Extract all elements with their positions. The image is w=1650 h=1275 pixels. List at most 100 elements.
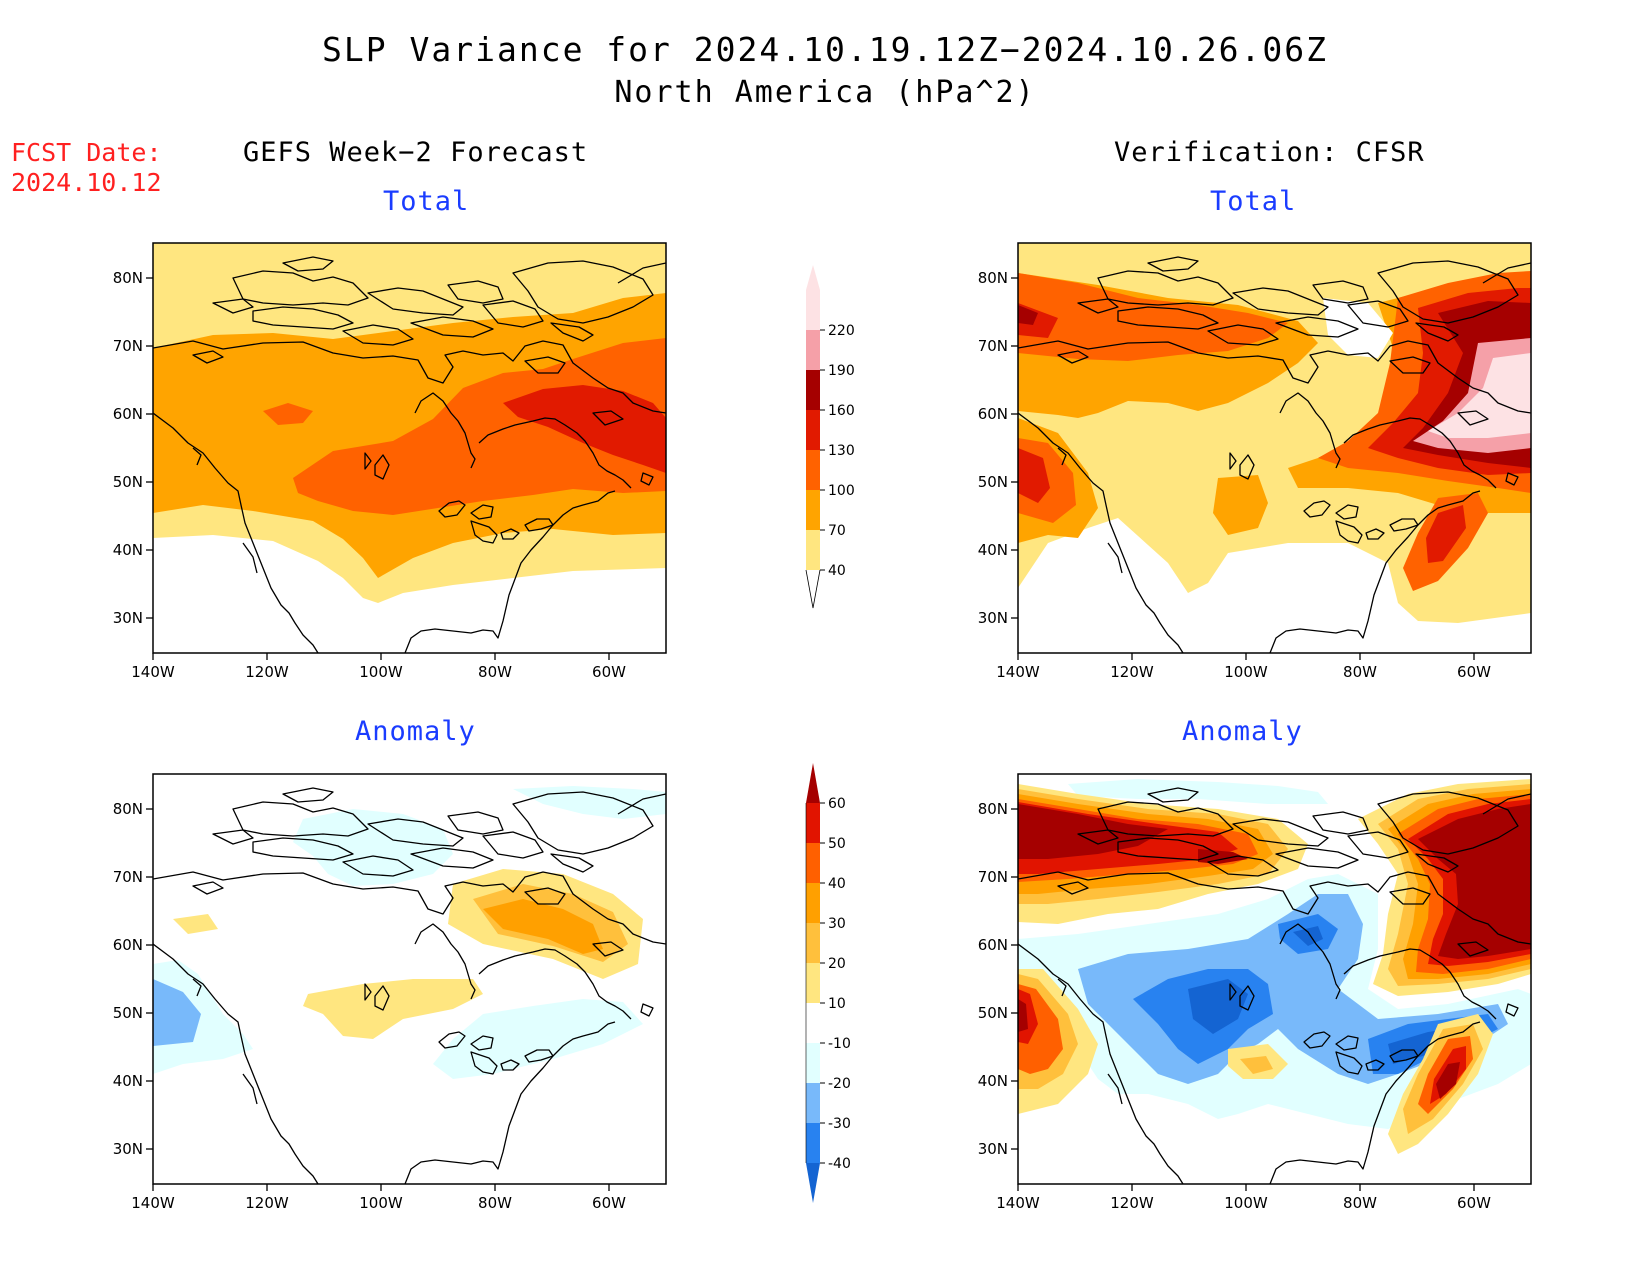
lat-tick-label: 70N <box>978 337 1008 355</box>
lon-tick-label: 60W <box>592 1194 626 1212</box>
colorbar-label: 190 <box>828 363 855 379</box>
total-100-contour-west <box>263 403 313 425</box>
verification-total-map <box>1018 243 1531 653</box>
fc-anom-pos10-central <box>303 979 483 1039</box>
verification-anomaly-map <box>1018 774 1531 1184</box>
lat-tick-label: 40N <box>113 1072 143 1090</box>
forecast-anomaly-frame <box>152 773 667 1185</box>
lat-tick-label: 30N <box>978 609 1008 627</box>
forecast-total-frame <box>152 242 667 654</box>
verif-anom-pos60-east <box>1418 804 1531 959</box>
verif-total-70-contour-south <box>1213 475 1268 535</box>
colorbar-label: -40 <box>828 1156 851 1172</box>
verif-total-220-contour <box>1428 353 1531 438</box>
colorbar-total: 40 70 100 130 160 190 220 <box>805 265 855 609</box>
fcst-date-value: 2024.10.12 <box>11 168 162 197</box>
lon-tick-label: 120W <box>245 663 289 681</box>
lon-tick-label: 60W <box>592 663 626 681</box>
colorbar-label: 100 <box>828 483 855 499</box>
verification-anomaly-frame <box>1017 773 1532 1185</box>
lat-tick-label: 40N <box>113 541 143 559</box>
colorbar-upper-extension <box>806 763 820 803</box>
lat-tick-label: 50N <box>113 1004 143 1022</box>
colorbar-swatch <box>806 803 820 843</box>
forecast-date-label: FCST Date: 2024.10.12 <box>11 138 162 198</box>
lon-tick-label: 80W <box>478 1194 512 1212</box>
subtitle-region-units: North America (hPa^2) <box>614 75 1036 110</box>
verif-anom-pos60-north-2 <box>1198 849 1248 864</box>
colorbar-label: 50 <box>828 836 846 852</box>
colorbar-swatch <box>806 923 820 963</box>
forecast-anomaly-map <box>153 774 666 1184</box>
lat-tick-label: 50N <box>113 473 143 491</box>
fc-anom-neg10-south <box>433 999 643 1079</box>
colorbar-label: -30 <box>828 1116 851 1132</box>
lat-tick-label: 80N <box>113 800 143 818</box>
fc-anom-pos30-east <box>483 899 603 954</box>
fc-anom-pos10-west <box>173 914 218 934</box>
verif-anom-pos60-southeast <box>1436 1062 1460 1099</box>
fc-anom-neg10-west <box>153 960 253 1074</box>
colorbar-label: 70 <box>828 523 846 539</box>
fc-anom-neg10-north <box>293 809 453 886</box>
colorbar-swatch <box>806 1123 820 1163</box>
lon-tick-label: 80W <box>478 663 512 681</box>
colorbar-label: 40 <box>828 563 846 579</box>
lon-tick-label: 140W <box>996 1194 1040 1212</box>
colorbar-label: -20 <box>828 1076 851 1092</box>
colorbar-label: -10 <box>828 1036 851 1052</box>
colorbar-swatch <box>806 450 820 490</box>
forecast-anomaly-title: Anomaly <box>355 716 476 747</box>
verif-total-160-contour-north <box>1018 305 1038 325</box>
colorbar-upper-extension <box>806 265 820 290</box>
main-title: SLP Variance for 2024.10.19.12Z−2024.10.… <box>322 30 1328 69</box>
verification-anomaly-title: Anomaly <box>1182 716 1303 747</box>
lat-tick-label: 40N <box>978 1072 1008 1090</box>
verification-column-title: Verification: CFSR <box>1114 137 1425 168</box>
lat-tick-label: 60N <box>978 936 1008 954</box>
lat-tick-label: 70N <box>113 868 143 886</box>
colorbar-swatch <box>806 1083 820 1123</box>
colorbar-lower-extension <box>806 1163 820 1203</box>
lon-tick-label: 120W <box>1110 1194 1154 1212</box>
colorbar-swatch <box>806 843 820 883</box>
verif-anom-pos20-south <box>1240 1056 1273 1074</box>
colorbar-swatch <box>806 410 820 450</box>
lat-tick-label: 50N <box>978 473 1008 491</box>
forecast-column-title: GEFS Week−2 Forecast <box>243 137 589 168</box>
lon-tick-label: 100W <box>359 663 403 681</box>
colorbar-label: 130 <box>828 443 855 459</box>
lon-tick-label: 80W <box>1343 663 1377 681</box>
lon-tick-label: 120W <box>1110 663 1154 681</box>
forecast-total-title: Total <box>383 186 470 217</box>
colorbar-label: 20 <box>828 956 846 972</box>
lat-tick-label: 80N <box>113 269 143 287</box>
lat-tick-label: 60N <box>978 405 1008 423</box>
total-130-contour <box>503 385 666 473</box>
fcst-date-heading: FCST Date: <box>11 138 162 167</box>
lon-tick-label: 60W <box>1457 663 1491 681</box>
verification-total-title: Total <box>1210 186 1297 217</box>
lon-tick-label: 100W <box>1224 1194 1268 1212</box>
lat-tick-label: 30N <box>113 1140 143 1158</box>
colorbar-label: 60 <box>828 796 846 812</box>
verif-anom-neg40-north <box>1293 926 1323 946</box>
verif-anom-neg40-central <box>1188 979 1248 1034</box>
colorbar-swatch <box>806 370 820 410</box>
lon-tick-label: 120W <box>245 1194 289 1212</box>
lat-tick-label: 40N <box>978 541 1008 559</box>
lat-tick-label: 80N <box>978 269 1008 287</box>
colorbar-label: 30 <box>828 916 846 932</box>
lon-tick-label: 100W <box>1224 663 1268 681</box>
colorbar-label: 220 <box>828 323 855 339</box>
verification-total-frame <box>1017 242 1532 654</box>
lon-tick-label: 140W <box>131 663 175 681</box>
colorbar-anomaly: -40 -30 -20 -10 10 20 30 40 50 60 <box>805 763 851 1203</box>
colorbar-swatch <box>806 883 820 923</box>
colorbar-swatch <box>806 1043 820 1083</box>
verif-anom-pos60-west <box>1018 999 1028 1032</box>
lon-tick-label: 60W <box>1457 1194 1491 1212</box>
lat-tick-label: 60N <box>113 405 143 423</box>
colorbar-swatch <box>806 530 820 570</box>
